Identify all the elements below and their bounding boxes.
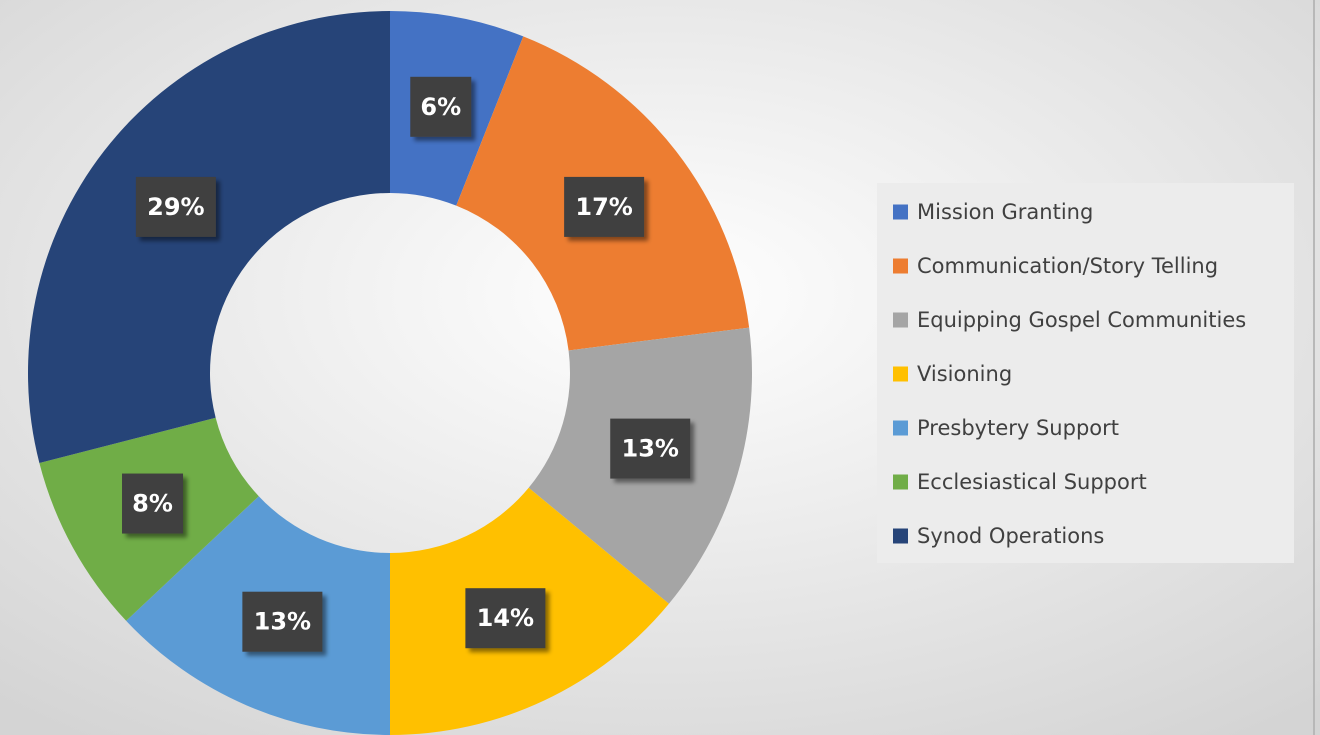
legend-label: Visioning: [917, 362, 1012, 386]
legend-swatch: [893, 312, 908, 328]
legend-label: Presbytery Support: [917, 416, 1119, 440]
legend-label: Mission Granting: [917, 200, 1093, 224]
data-label-box: [564, 176, 645, 237]
data-label: 17%: [575, 193, 632, 221]
data-label: 6%: [420, 93, 461, 121]
data-label-box: [242, 591, 323, 652]
legend-label: Equipping Gospel Communities: [917, 308, 1246, 332]
legend-label: Communication/Story Telling: [917, 254, 1218, 278]
legend-swatch: [893, 474, 908, 490]
legend-label: Ecclesiastical Support: [917, 470, 1147, 494]
data-label: 13%: [622, 435, 679, 463]
legend-swatch: [893, 528, 908, 544]
legend-swatch: [893, 258, 908, 274]
legend-box: [877, 183, 1294, 563]
data-label-box: [122, 473, 184, 534]
data-label: 8%: [132, 490, 173, 518]
data-label-box: [610, 418, 691, 479]
legend-swatch: [893, 204, 908, 220]
legend-swatch: [893, 420, 908, 436]
donut-segment: [27, 11, 391, 464]
data-label: 14%: [477, 604, 534, 632]
data-label-box: [465, 588, 546, 649]
legend-swatch: [893, 366, 908, 382]
data-label-box: [135, 176, 216, 237]
legend-label: Synod Operations: [917, 524, 1104, 548]
data-label-box: [410, 76, 472, 137]
data-label: 29%: [147, 193, 204, 221]
data-label: 13%: [254, 608, 311, 636]
